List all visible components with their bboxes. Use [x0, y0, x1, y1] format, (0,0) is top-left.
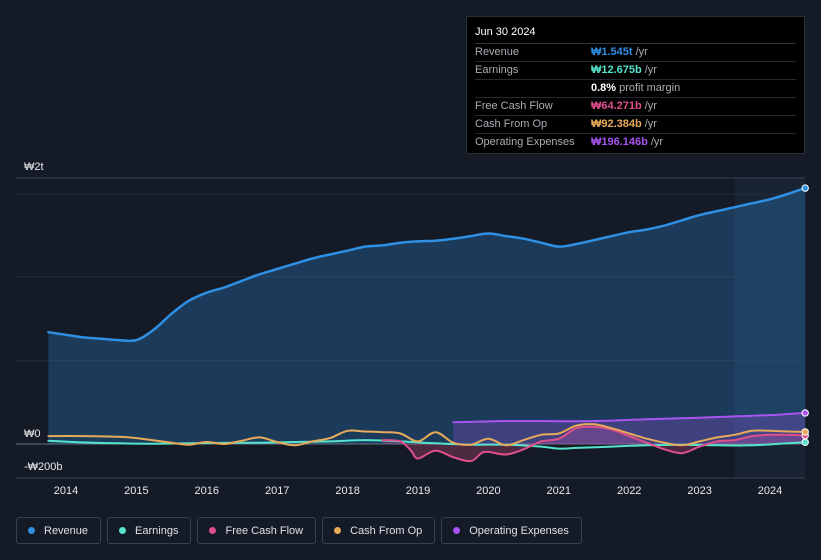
tooltip-row-unit: /yr — [635, 46, 648, 58]
tooltip-rows: Revenue ₩1.545t/yr Earnings ₩12.675b/yr 0.8%… — [475, 44, 796, 151]
legend-item-free-cash-flow[interactable]: Free Cash Flow — [197, 517, 317, 544]
legend-item-cash-from-op[interactable]: Cash From Op — [322, 517, 436, 544]
x-tick-label: 2018 — [335, 485, 359, 497]
legend-item-operating-expenses[interactable]: Operating Expenses — [441, 517, 582, 544]
x-tick-label: 2019 — [406, 485, 430, 497]
legend-item-revenue[interactable]: Revenue — [16, 517, 102, 544]
legend: Revenue Earnings Free Cash Flow Cash From O… — [16, 517, 582, 544]
series-end-markers — [801, 184, 809, 446]
legend-label: Cash From Op — [350, 524, 423, 537]
tooltip-row: 0.8% profit margin — [475, 80, 796, 98]
revenue-line — [47, 186, 807, 343]
y-tick-label: -₩200b — [24, 461, 63, 473]
tooltip-row-label: Free Cash Flow — [475, 100, 553, 112]
x-tick-label: 2021 — [547, 485, 571, 497]
legend-item-earnings[interactable]: Earnings — [107, 517, 192, 544]
series-lines — [47, 186, 807, 463]
revenue-end-marker — [801, 184, 809, 192]
tooltip-row-unit: /yr — [644, 64, 657, 76]
x-axis-labels: 2014 2015 2016 2017 2018 2019 2020 2021 2022 2023… — [54, 485, 782, 497]
legend-label: Free Cash Flow — [225, 524, 304, 537]
x-tick-label: 2017 — [265, 485, 289, 497]
tooltip-row-value: ₩1.545t — [591, 46, 633, 58]
forecast-shade — [734, 178, 805, 478]
free-cash-flow-line — [381, 425, 807, 463]
legend-dot-icon — [28, 527, 35, 534]
operating-expenses-end-marker — [801, 409, 809, 417]
y-tick-label: ₩0 — [24, 428, 41, 440]
legend-dot-icon — [209, 527, 217, 534]
tooltip-row: Operating Expenses ₩196.146b/yr — [475, 134, 796, 151]
tooltip-row-unit: /yr — [644, 100, 657, 112]
x-tick-label: 2015 — [124, 485, 148, 497]
x-tick-label: 2022 — [617, 485, 641, 497]
revenue-area — [48, 188, 806, 444]
free-cash-flow-area — [382, 426, 806, 462]
tooltip-panel: Jun 30 2024 Revenue ₩1.545t/yr Earnings ₩12… — [466, 16, 805, 154]
x-tick-label: 2016 — [195, 485, 219, 497]
legend-label: Earnings — [135, 524, 179, 537]
tooltip-row-unit: /yr — [644, 118, 657, 130]
x-tick-label: 2020 — [476, 485, 500, 497]
tooltip-row-label: Revenue — [475, 46, 520, 58]
legend-dot-icon — [119, 527, 127, 534]
earnings-end-marker — [801, 438, 809, 446]
x-tick-label: 2023 — [687, 485, 711, 497]
tooltip-row: Cash From Op ₩92.384b/yr — [475, 116, 796, 134]
y-axis-labels: ₩2t ₩0 -₩200b — [24, 161, 63, 473]
operating-expenses-area — [453, 412, 806, 444]
tooltip-row-value: ₩92.384b — [591, 118, 642, 130]
x-tick-label: 2024 — [758, 485, 782, 497]
tooltip-row: Earnings ₩12.675b/yr — [475, 62, 796, 80]
tooltip-row-label: Operating Expenses — [475, 136, 575, 148]
series-fills — [48, 188, 806, 462]
gridlines — [16, 177, 805, 479]
tooltip-row-label: Cash From Op — [475, 118, 548, 130]
tooltip-row-label: Earnings — [475, 64, 519, 76]
tooltip-row-unit: /yr — [650, 136, 664, 148]
legend-dot-icon — [453, 527, 461, 534]
tooltip-row-value: ₩196.146b — [591, 136, 648, 148]
chart-area: ₩2t ₩0 -₩200b 2014 2015 2016 2017 2018 2019 2020… — [16, 161, 809, 497]
cash-from-op-line — [47, 423, 807, 447]
tooltip-row-label — [475, 80, 591, 97]
tooltip-row-value: ₩64.271b — [591, 100, 642, 112]
legend-label: Operating Expenses — [469, 524, 569, 537]
tooltip-row-value: ₩12.675b — [591, 64, 642, 76]
y-tick-label: ₩2t — [24, 161, 44, 173]
legend-label: Revenue — [44, 524, 89, 537]
tooltip-row-unit: profit margin — [619, 82, 681, 94]
tooltip-row: Revenue ₩1.545t/yr — [475, 44, 796, 62]
legend-dot-icon — [334, 527, 342, 534]
cash-from-op-end-marker — [801, 428, 809, 436]
tooltip-row: Free Cash Flow ₩64.271b/yr — [475, 98, 796, 116]
tooltip-date: Jun 30 2024 — [475, 23, 796, 44]
x-tick-label: 2014 — [54, 485, 78, 497]
tooltip-row-value: 0.8% — [591, 82, 617, 94]
operating-expenses-line — [452, 411, 807, 424]
